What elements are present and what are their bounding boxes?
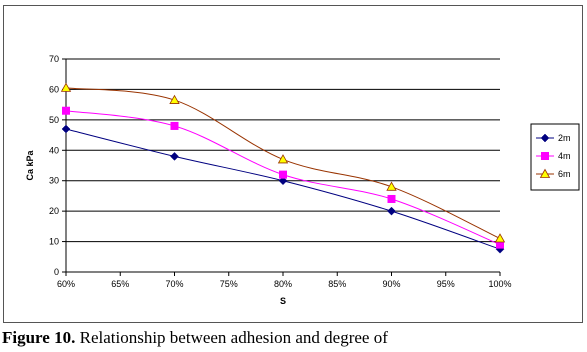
legend-label-6m: 6m [558, 169, 571, 179]
series-line-2m [65, 128, 501, 250]
x-tick-label: 65% [111, 279, 129, 289]
data-point-6m [169, 94, 180, 104]
y-tick-label: 60 [49, 84, 59, 94]
data-point-4m [387, 194, 396, 203]
y-tick-label: 30 [49, 176, 59, 186]
legend-marker-2m [540, 133, 550, 143]
data-point-6m [60, 82, 72, 92]
y-axis-title: Ca kPa [25, 150, 35, 181]
x-tick-label: 75% [220, 279, 238, 289]
legend-marker-4m [541, 152, 549, 160]
x-tick-label: 80% [274, 279, 292, 289]
y-tick-label: 10 [49, 237, 59, 247]
data-point-2m [61, 124, 71, 134]
data-point-6m [277, 154, 289, 164]
data-point-6m [494, 233, 506, 243]
y-tick-label: 20 [49, 206, 59, 216]
data-point-6m [386, 181, 397, 191]
legend-box [530, 123, 580, 191]
x-axis-title: S [280, 296, 286, 306]
data-point-4m [62, 106, 70, 115]
x-tick-label: 90% [382, 279, 400, 289]
y-tick-label: 0 [54, 267, 59, 277]
x-tick-label: 70% [165, 279, 183, 289]
line-chart: 0 10 20 30 40 50 60 70 60% 65% 70% 75% 80% 85% 90% 95% 1… [25, 54, 580, 306]
legend-label-4m: 4m [558, 151, 571, 161]
y-tick-label: 70 [49, 54, 59, 64]
chart-area: 0 10 20 30 40 50 60 70 60% 65% 70% 75% 80% 85% 90% 95% 1… [3, 5, 583, 323]
y-tick-label: 50 [49, 115, 59, 125]
data-point-2m [387, 206, 396, 216]
x-tick-label: 85% [328, 279, 346, 289]
y-tick-label: 40 [49, 145, 59, 155]
figure-caption-label: Figure 10. [2, 328, 76, 347]
data-point-4m [170, 121, 179, 130]
data-point-2m [170, 152, 179, 161]
x-tick-label: 60% [57, 279, 75, 289]
legend-label-2m: 2m [558, 133, 571, 143]
data-point-2m [278, 176, 288, 186]
data-point-4m [279, 170, 287, 179]
figure-caption: Figure 10. Relationship between adhesion… [2, 328, 388, 348]
x-tick-label: 95% [437, 279, 455, 289]
legend-marker-6m [539, 168, 551, 178]
x-tick-label: 100% [488, 279, 511, 289]
figure-caption-text: Relationship between adhesion and degree… [75, 328, 388, 347]
